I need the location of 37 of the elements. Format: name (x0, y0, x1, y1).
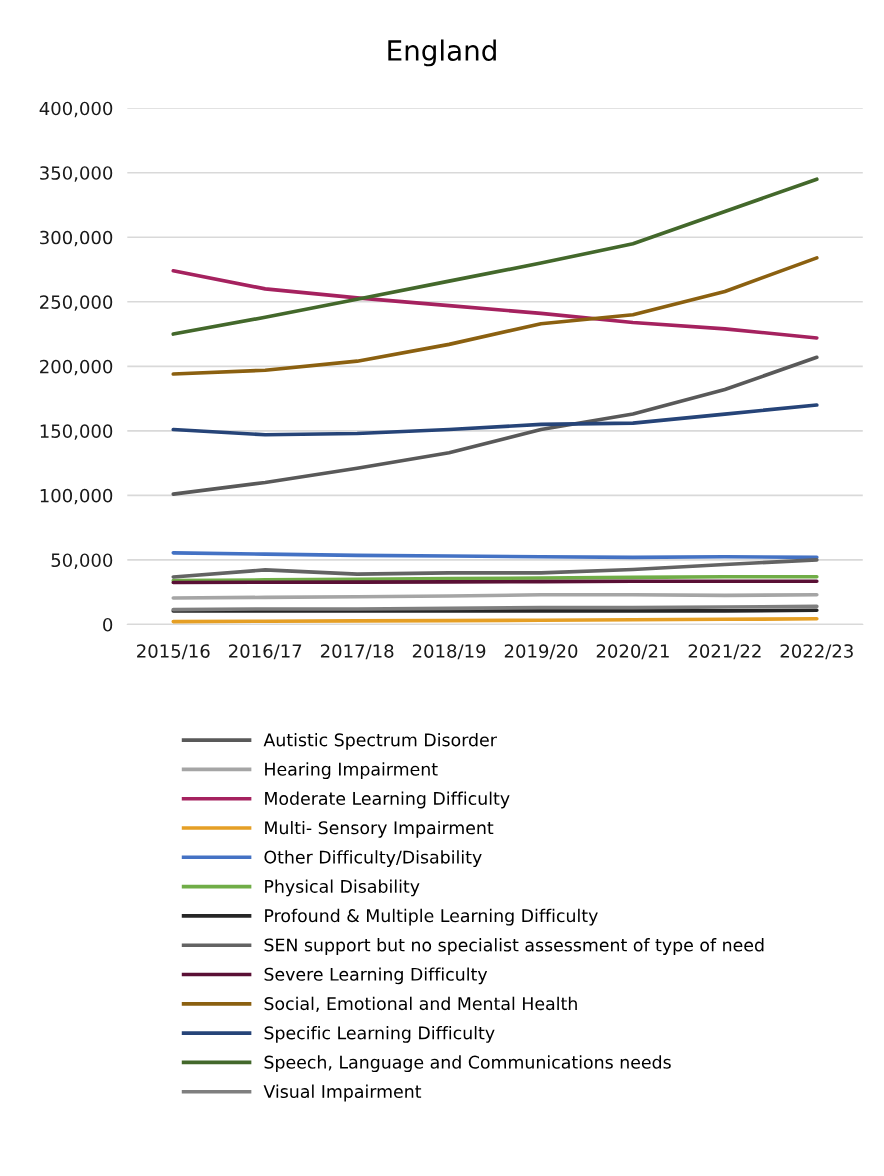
line-series (171, 355, 819, 496)
legend-label: SEN support but no specialist assessment of type of need (264, 938, 764, 955)
legend-label: Physical Disability (265, 879, 420, 897)
legend-label: Moderate Learning Difficulty (265, 791, 510, 809)
y-tick-label: 400,000 (39, 101, 113, 118)
chart-title: England (388, 39, 496, 67)
x-tick-label: 2019/20 (504, 644, 578, 660)
y-tick-label: 300,000 (40, 230, 113, 247)
line-series (171, 403, 819, 437)
x-tick-label: 2015/16 (137, 644, 210, 660)
y-tick-label: 150,000 (40, 424, 113, 440)
y-tick-label: 0 (103, 617, 113, 632)
y-tick-label: 100,000 (40, 488, 113, 505)
legend-label: Hearing Impairment (265, 762, 438, 780)
legend-label: Specific Learning Difficulty (264, 1026, 495, 1043)
y-tick-label: 200,000 (40, 359, 113, 376)
legend-label: Other Difficulty/Disability (264, 850, 482, 867)
y-tick-label: 250,000 (40, 295, 113, 311)
x-tick-label: 2020/21 (596, 644, 669, 660)
x-tick-label: 2016/17 (229, 644, 302, 660)
line-series (171, 558, 819, 579)
legend-label: Autistic Spectrum Disorder (263, 732, 497, 750)
x-tick-label: 2022/23 (780, 644, 853, 660)
line-series (171, 269, 819, 340)
legend-label: Multi- Sensory Impairment (265, 820, 494, 838)
legend-label: Visual Impairment (263, 1084, 422, 1102)
x-tick-label: 2017/18 (320, 644, 394, 660)
legend-label: Profound & Multiple Learning Difficulty (265, 908, 598, 926)
legend-label: Social, Emotional and Mental Health (264, 996, 577, 1012)
legend-label: Speech, Language and Communications needs (264, 1055, 671, 1073)
x-tick-label: 2018/19 (412, 644, 486, 660)
legend-label: Severe Learning Difficulty (264, 967, 488, 985)
y-tick-label: 50,000 (51, 553, 113, 569)
y-tick-label: 350,000 (40, 166, 113, 182)
x-tick-label: 2021/22 (688, 644, 761, 660)
line-series (171, 256, 819, 376)
line-series (171, 177, 819, 336)
